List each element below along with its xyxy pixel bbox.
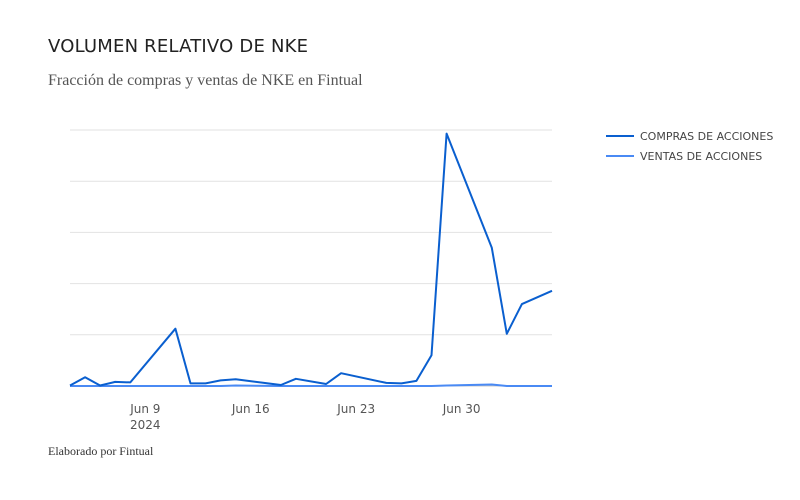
series-lines — [69, 132, 553, 387]
legend-item-compras[interactable]: COMPRAS DE ACCIONES — [606, 126, 773, 146]
legend: COMPRAS DE ACCIONES VENTAS DE ACCIONES — [606, 126, 773, 166]
chart-subtitle: Fracción de compras y ventas de NKE en F… — [48, 72, 363, 89]
x-tick-label: Jun 30 — [442, 402, 481, 416]
legend-swatch-ventas — [606, 155, 634, 157]
chart-title: VOLUMEN RELATIVO DE NKE — [48, 36, 309, 57]
x-tick-label: Jun 16 — [231, 402, 270, 416]
legend-label-ventas: VENTAS DE ACCIONES — [640, 149, 763, 163]
x-tick-label: Jun 23 — [336, 402, 375, 416]
legend-swatch-compras — [606, 135, 634, 137]
series-line-ventas[interactable] — [70, 383, 552, 387]
legend-item-ventas[interactable]: VENTAS DE ACCIONES — [606, 146, 773, 166]
grid-lines — [70, 129, 552, 387]
legend-label-compras: COMPRAS DE ACCIONES — [640, 129, 774, 143]
footer-credit: Elaborado por Fintual — [48, 444, 154, 458]
x-axis: Jun 9 2024 Jun 16 Jun 23 Jun 30 — [129, 402, 480, 432]
x-tick-sublabel: 2024 — [130, 418, 161, 432]
x-tick-label: Jun 9 — [129, 402, 160, 416]
series-line-compras[interactable] — [69, 132, 553, 387]
